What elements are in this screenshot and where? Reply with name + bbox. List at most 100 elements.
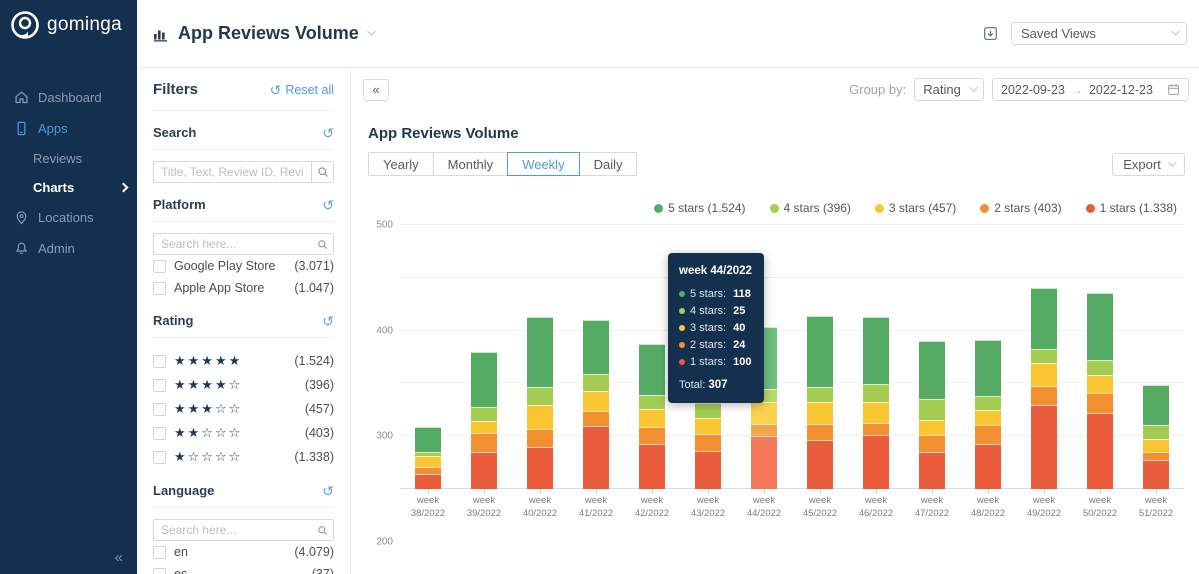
- checkbox[interactable]: [153, 427, 166, 440]
- legend-item[interactable]: 1 stars (1.338): [1086, 201, 1177, 215]
- legend-item[interactable]: 4 stars (396): [770, 201, 851, 215]
- language-option[interactable]: en(4.079): [153, 541, 334, 563]
- sidebar-item-charts[interactable]: Charts: [0, 173, 137, 202]
- bar-segment[interactable]: [1031, 405, 1057, 489]
- bar-segment[interactable]: [471, 433, 497, 452]
- bar-segment[interactable]: [1031, 363, 1057, 385]
- rating-option[interactable]: ★☆☆☆☆(1.338): [153, 445, 334, 469]
- bar-segment[interactable]: [919, 435, 945, 451]
- filters-collapse-button[interactable]: «: [363, 79, 389, 101]
- sidebar-item-locations[interactable]: Locations: [0, 202, 137, 233]
- bar-segment[interactable]: [1143, 385, 1169, 425]
- reset-icon[interactable]: ↺: [322, 198, 334, 212]
- bar-segment[interactable]: [863, 402, 889, 423]
- bar-segment[interactable]: [1143, 452, 1169, 460]
- sidebar-item-admin[interactable]: Admin: [0, 233, 137, 264]
- bar-segment[interactable]: [471, 407, 497, 421]
- bar-segment[interactable]: [751, 436, 777, 489]
- bar-segment[interactable]: [1031, 349, 1057, 364]
- bar-segment[interactable]: [807, 440, 833, 489]
- bar-segment[interactable]: [527, 405, 553, 430]
- bar-segment[interactable]: [863, 435, 889, 489]
- bar-segment[interactable]: [1087, 413, 1113, 489]
- bar-segment[interactable]: [751, 424, 777, 437]
- bar-segment[interactable]: [751, 402, 777, 423]
- date-from[interactable]: 2022-09-23: [1001, 83, 1065, 97]
- sidebar-item-dashboard[interactable]: Dashboard: [0, 82, 137, 113]
- search-icon[interactable]: [311, 162, 333, 182]
- sidebar-item-reviews[interactable]: Reviews: [0, 144, 137, 173]
- tab-monthly[interactable]: Monthly: [433, 152, 509, 176]
- bar-segment[interactable]: [471, 352, 497, 407]
- export-button[interactable]: Export: [1112, 153, 1185, 176]
- bar-segment[interactable]: [807, 402, 833, 424]
- search-input[interactable]: [154, 162, 311, 182]
- language-search-input[interactable]: [154, 520, 311, 540]
- bar-segment[interactable]: [527, 429, 553, 446]
- calendar-icon[interactable]: [1167, 83, 1180, 96]
- bar-segment[interactable]: [639, 395, 665, 409]
- stacked-bar[interactable]: [639, 344, 665, 489]
- bar-segment[interactable]: [807, 424, 833, 440]
- save-view-icon[interactable]: [982, 25, 999, 42]
- reset-icon[interactable]: ↺: [322, 314, 334, 328]
- stacked-bar[interactable]: [527, 317, 553, 489]
- tab-daily[interactable]: Daily: [579, 152, 638, 176]
- bar-segment[interactable]: [639, 409, 665, 426]
- rating-option[interactable]: ★★★★☆(396): [153, 373, 334, 397]
- stacked-bar[interactable]: [1031, 288, 1057, 489]
- checkbox[interactable]: [153, 568, 166, 574]
- bar-segment[interactable]: [639, 344, 665, 395]
- legend-item[interactable]: 3 stars (457): [875, 201, 956, 215]
- bar-segment[interactable]: [1087, 360, 1113, 375]
- reset-all-button[interactable]: ↺Reset all: [270, 83, 334, 97]
- chevron-down-icon[interactable]: [367, 28, 376, 37]
- bar-segment[interactable]: [639, 427, 665, 444]
- bar-segment[interactable]: [863, 423, 889, 435]
- bar-segment[interactable]: [863, 317, 889, 384]
- bar-segment[interactable]: [583, 426, 609, 489]
- bar-segment[interactable]: [695, 418, 721, 433]
- rating-option[interactable]: ★★☆☆☆(403): [153, 421, 334, 445]
- checkbox[interactable]: [153, 451, 166, 464]
- tab-weekly[interactable]: Weekly: [507, 152, 579, 176]
- bar-segment[interactable]: [583, 411, 609, 425]
- stacked-bar[interactable]: [471, 352, 497, 489]
- bar-segment[interactable]: [583, 374, 609, 391]
- bar-segment[interactable]: [695, 451, 721, 489]
- bar-segment[interactable]: [975, 444, 1001, 489]
- stacked-bar[interactable]: [919, 341, 945, 489]
- bar-segment[interactable]: [1143, 439, 1169, 451]
- saved-views-select[interactable]: Saved Views: [1011, 22, 1187, 45]
- bar-segment[interactable]: [1031, 386, 1057, 406]
- platform-option[interactable]: Apple App Store(1.047): [153, 277, 334, 299]
- rating-option[interactable]: ★★★☆☆(457): [153, 397, 334, 421]
- bar-segment[interactable]: [975, 425, 1001, 444]
- bar-segment[interactable]: [415, 474, 441, 489]
- bar-segment[interactable]: [695, 434, 721, 451]
- bar-segment[interactable]: [919, 341, 945, 399]
- bar-segment[interactable]: [975, 340, 1001, 396]
- tab-yearly[interactable]: Yearly: [368, 152, 434, 176]
- language-option[interactable]: es(37): [153, 563, 334, 574]
- reset-icon[interactable]: ↺: [322, 126, 334, 140]
- stacked-bar[interactable]: [863, 317, 889, 489]
- stacked-bar[interactable]: [1087, 293, 1113, 489]
- bar-segment[interactable]: [639, 444, 665, 489]
- bar-segment[interactable]: [1143, 460, 1169, 489]
- stacked-bar[interactable]: [415, 427, 441, 489]
- bar-segment[interactable]: [975, 410, 1001, 425]
- bar-segment[interactable]: [527, 387, 553, 405]
- bar-segment[interactable]: [415, 456, 441, 467]
- rating-option[interactable]: ★★★★★(1.524): [153, 349, 334, 373]
- search-icon[interactable]: [311, 520, 333, 540]
- date-to[interactable]: 2022-12-23: [1089, 83, 1153, 97]
- bar-segment[interactable]: [1087, 293, 1113, 361]
- bar-segment[interactable]: [1087, 393, 1113, 413]
- bar-segment[interactable]: [583, 391, 609, 412]
- stacked-bar[interactable]: [583, 320, 609, 489]
- bar-segment[interactable]: [863, 384, 889, 402]
- bar-segment[interactable]: [919, 399, 945, 420]
- search-icon[interactable]: [311, 234, 333, 254]
- bar-segment[interactable]: [919, 420, 945, 435]
